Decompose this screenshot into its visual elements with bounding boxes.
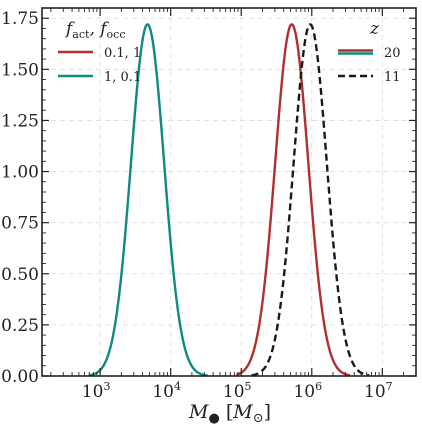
x-tick-label: 106 [293,380,322,402]
grid [42,8,416,377]
x-tick-base: 10 [82,382,104,402]
legend-left-label: 1, 0.1 [104,70,141,85]
x-tick-exponent: 5 [245,380,252,393]
x-tick-label: 103 [82,380,111,402]
y-tick-label: 1.50 [1,60,39,80]
x-tick-label: 104 [152,380,181,402]
x-axis-title: M● [M⊙] [188,401,271,426]
series-line-2 [251,23,370,377]
x-tick-exponent: 3 [103,380,110,393]
legend-right-label: 20 [384,46,401,61]
x-tick-label: 107 [364,380,393,402]
legend-redshift: z 20 11 [338,19,401,85]
legend-right-title: z [369,19,380,39]
x-tick-base: 10 [364,382,386,402]
series-line-0 [235,23,351,377]
y-tick-label: 0.00 [1,367,39,387]
legend-left-title: fact, focc [64,19,126,41]
y-tick-label: 0.50 [1,265,39,285]
plot-frame [41,7,417,377]
x-tick-exponent: 7 [386,380,393,393]
x-tick-exponent: 6 [315,380,322,393]
x-tick-base: 10 [223,382,245,402]
y-tick-label: 0.25 [1,316,39,336]
x-tick-base: 10 [152,382,174,402]
y-tick-label: 1.25 [1,111,39,131]
legend-left-label: 0.1, 1 [104,46,141,61]
x-tick-label: 105 [223,380,252,402]
legend-f-act-f-occ: fact, focc 0.1, 1 1, 0.1 [58,19,141,85]
y-tick-label: 1.75 [1,9,39,29]
x-tick-base: 10 [293,382,315,402]
y-tick-label: 1.00 [1,163,39,183]
series-line-1 [88,23,209,377]
series-lines [88,23,370,377]
y-tick-label: 0.75 [1,214,39,234]
axis-ticks [42,8,416,377]
legend-right-label: 11 [384,70,401,85]
x-tick-exponent: 4 [174,380,181,393]
